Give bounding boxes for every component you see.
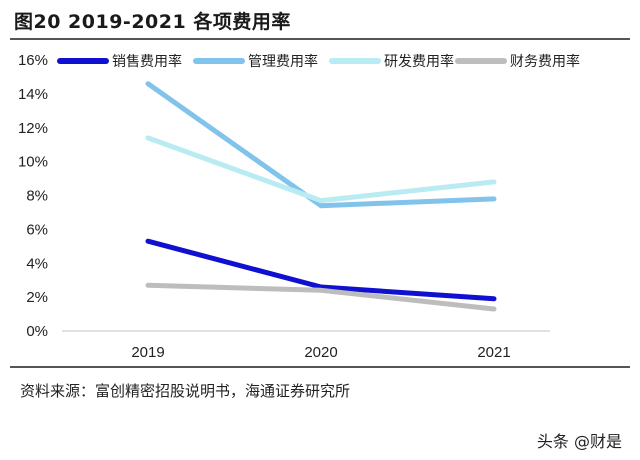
legend-label-1: 销售费用率	[112, 53, 182, 70]
legend-label-2: 管理费用率	[248, 53, 318, 70]
y-tick-label: 16%	[18, 52, 48, 69]
y-tick-label: 0%	[26, 323, 48, 340]
chart-title: 图20 2019-2021 各项费用率	[14, 11, 291, 33]
watermark: 头条 @财是	[536, 432, 622, 451]
title-divider	[10, 38, 630, 40]
series-line-1	[145, 238, 497, 302]
series-line-4	[145, 282, 497, 312]
y-tick-label: 14%	[18, 86, 48, 103]
x-tick-label: 2020	[304, 344, 337, 361]
y-tick-label: 6%	[26, 221, 48, 238]
title-bar: 图20 2019-2021 各项费用率	[0, 0, 640, 38]
line-chart: 0% 2% 4% 6% 8% 10% 12% 14% 16% 2019 2020 2021 销售费用率 管…	[18, 52, 580, 361]
x-tick-label: 2021	[477, 344, 510, 361]
y-tick-label: 12%	[18, 120, 48, 137]
y-tick-label: 2%	[26, 289, 48, 306]
y-tick-label: 10%	[18, 154, 48, 171]
source-note: 资料来源：富创精密招股说明书，海通证券研究所	[20, 382, 351, 400]
series-line-3	[145, 135, 497, 204]
y-tick-label: 4%	[26, 255, 48, 272]
x-tick-label: 2019	[131, 344, 164, 361]
legend-label-3: 研发费用率	[384, 53, 454, 70]
series-line-2	[145, 81, 497, 209]
legend-label-4: 财务费用率	[510, 53, 580, 70]
y-tick-label: 8%	[26, 188, 48, 205]
source-divider	[10, 366, 630, 368]
